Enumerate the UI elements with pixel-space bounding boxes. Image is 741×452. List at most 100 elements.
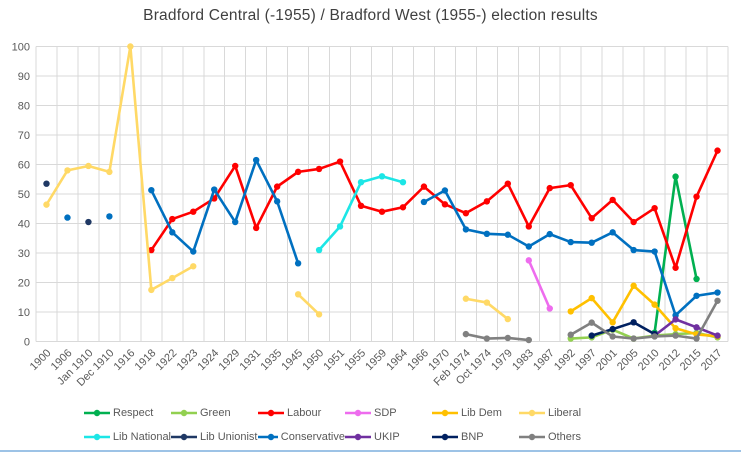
data-point-conservative [504, 231, 512, 238]
data-point-lib-unionist [85, 218, 92, 226]
data-point-labour [232, 162, 239, 170]
data-point-others [714, 297, 721, 304]
legend-marker-icon [519, 433, 545, 441]
data-point-labour [546, 184, 553, 192]
data-point-conservative [483, 230, 491, 238]
x-axis-tick-label: 1918 [133, 347, 159, 373]
data-point-bnp [609, 325, 616, 333]
data-point-labour [420, 183, 428, 190]
data-point-labour [525, 223, 532, 230]
legend-label: SDP [374, 407, 397, 419]
legend-item-others: Others [519, 431, 606, 443]
data-point-conservative [169, 229, 176, 236]
legend-label: Liberal [548, 407, 582, 419]
x-axis-tick-label: 1929 [217, 347, 243, 373]
series-line-ukip [653, 318, 719, 337]
x-axis-tick-label: 2005 [615, 347, 641, 373]
data-point-labour [336, 158, 344, 165]
data-point-others [672, 332, 679, 339]
legend-marker-icon [345, 409, 371, 417]
data-point-conservative [609, 229, 616, 236]
x-axis-tick-label: 1950 [300, 347, 326, 373]
data-point-labour [714, 147, 721, 154]
data-point-labour [567, 181, 574, 189]
data-point-lib-dem [630, 282, 637, 289]
x-axis-tick-label: 1945 [279, 347, 305, 373]
legend-label: Others [548, 431, 582, 443]
x-axis-tick-label: 2001 [594, 347, 620, 373]
legend-label: Lib National [112, 431, 171, 443]
legend-label: Lib Dem [461, 407, 502, 419]
data-point-sdp [525, 257, 532, 264]
data-point-sdp [546, 305, 553, 312]
data-point-labour [378, 208, 386, 215]
data-point-liberal [64, 167, 71, 174]
data-point-ukip [714, 332, 721, 339]
data-point-labour [357, 202, 365, 209]
legend-row: Respect Green Labour SDP Lib Dem Liberal [84, 401, 606, 425]
legend-marker-icon [171, 409, 197, 417]
legend-label: UKIP [374, 431, 400, 443]
x-axis-tick-label: 1923 [175, 347, 201, 373]
x-axis-tick-label: 1966 [405, 347, 431, 373]
legend-label: Labour [287, 407, 322, 419]
data-point-lib-dem [567, 308, 574, 315]
data-point-labour [252, 224, 260, 232]
data-point-conservative [441, 187, 449, 194]
data-point-labour [169, 215, 176, 223]
legend-item-bnp: BNP [432, 431, 519, 443]
data-point-lib-national [357, 179, 365, 186]
data-point-ukip [672, 316, 679, 323]
legend-label: BNP [461, 431, 484, 443]
data-point-others [588, 319, 595, 326]
series-line-others [464, 332, 531, 342]
y-axis-tick-label: 90 [18, 71, 30, 83]
series-line-sdp [527, 259, 552, 310]
data-point-conservative [64, 214, 71, 221]
legend-row: Lib National Lib Unionist Conservative UKIP… [84, 425, 606, 449]
series-line-others [569, 299, 719, 340]
y-axis-tick-label: 30 [18, 248, 30, 260]
data-point-labour [273, 183, 281, 190]
data-point-bnp [630, 319, 637, 326]
x-axis-tick-label: 2012 [657, 347, 683, 373]
x-axis-tick-label: 1951 [321, 347, 347, 373]
x-axis-tick-label: 1900 [28, 347, 54, 373]
chart-title: Bradford Central (-1955) / Bradford West… [143, 7, 598, 24]
x-axis-tick-label: 1983 [510, 347, 536, 373]
data-point-liberal [483, 299, 491, 306]
x-axis-tick-label: 1987 [531, 347, 557, 373]
data-point-others [504, 334, 512, 342]
data-point-liberal [504, 315, 512, 323]
series-line-liberal [45, 45, 195, 292]
data-point-conservative [294, 260, 302, 267]
legend-item-lib-national: Lib National [84, 431, 171, 443]
data-point-lib-dem [609, 319, 616, 326]
x-axis-tick-label: 2010 [636, 347, 662, 373]
data-point-conservative [190, 248, 197, 255]
data-point-liberal [127, 43, 134, 50]
x-axis-tick-label: 2017 [699, 347, 725, 373]
x-axis-tick-label: 1997 [573, 347, 599, 373]
data-point-labour [399, 204, 407, 211]
data-point-lib-dem [588, 294, 595, 302]
y-axis-tick-label: 0 [24, 337, 30, 349]
data-point-respect [693, 275, 700, 283]
data-point-conservative [106, 213, 113, 220]
legend-item-liberal: Liberal [519, 407, 606, 419]
data-point-conservative [630, 246, 637, 254]
x-axis-tick-label: 1959 [363, 347, 389, 373]
data-point-labour [148, 246, 155, 254]
data-point-lib-dem [672, 325, 679, 332]
data-point-conservative [420, 198, 428, 206]
bottom-accent-bar [0, 450, 741, 452]
y-axis-tick-label: 60 [18, 160, 30, 172]
data-point-liberal [190, 263, 197, 270]
data-point-liberal [148, 286, 155, 294]
x-axis-tick-label: 1992 [552, 347, 578, 373]
data-point-conservative [546, 230, 553, 238]
legend-marker-icon [258, 409, 284, 417]
data-point-others [693, 335, 700, 342]
legend-item-sdp: SDP [345, 407, 432, 419]
